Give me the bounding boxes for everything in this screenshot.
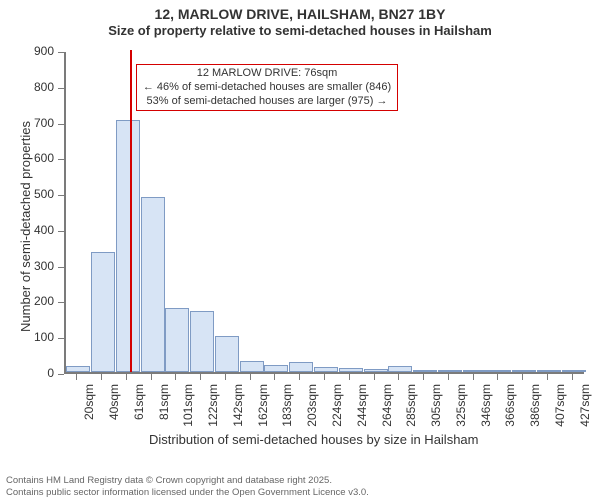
x-tick-mark <box>374 374 375 380</box>
chart-title-line1: 12, MARLOW DRIVE, HAILSHAM, BN27 1BY <box>0 6 600 23</box>
histogram-bar <box>165 308 189 372</box>
x-tick-mark <box>225 374 226 380</box>
histogram-bar <box>116 120 140 372</box>
histogram-bar <box>240 361 264 372</box>
x-tick-mark <box>76 374 77 380</box>
x-tick-label: 40sqm <box>107 384 121 444</box>
y-tick-mark <box>58 231 64 232</box>
y-axis-label: Number of semi-detached properties <box>18 121 33 332</box>
histogram-bar <box>413 370 437 372</box>
plot-area: 12 MARLOW DRIVE: 76sqm← 46% of semi-deta… <box>64 52 584 374</box>
property-marker-line <box>130 50 132 372</box>
histogram-bar <box>215 336 239 372</box>
x-tick-mark <box>572 374 573 380</box>
x-tick-mark <box>175 374 176 380</box>
y-tick-label: 100 <box>14 330 54 344</box>
x-tick-mark <box>126 374 127 380</box>
footer-attribution: Contains HM Land Registry data © Crown c… <box>6 475 369 498</box>
footer-line1: Contains HM Land Registry data © Crown c… <box>6 475 369 486</box>
histogram-bar <box>463 370 487 372</box>
x-tick-mark <box>299 374 300 380</box>
callout-line-1: 12 MARLOW DRIVE: 76sqm <box>141 67 393 81</box>
x-tick-mark <box>200 374 201 380</box>
x-tick-label: 20sqm <box>82 384 96 444</box>
x-tick-mark <box>448 374 449 380</box>
x-tick-label: 427sqm <box>578 384 592 444</box>
y-tick-label: 0 <box>14 366 54 380</box>
y-tick-mark <box>58 88 64 89</box>
x-tick-mark <box>101 374 102 380</box>
x-axis-label: Distribution of semi-detached houses by … <box>149 432 479 447</box>
x-tick-label: 61sqm <box>132 384 146 444</box>
x-tick-mark <box>398 374 399 380</box>
x-tick-mark <box>497 374 498 380</box>
histogram-bar <box>339 368 363 372</box>
histogram-bar <box>562 370 586 372</box>
x-tick-mark <box>349 374 350 380</box>
histogram-bar <box>314 367 338 372</box>
x-tick-label: 386sqm <box>528 384 542 444</box>
y-tick-mark <box>58 52 64 53</box>
y-tick-mark <box>58 267 64 268</box>
histogram-bar <box>289 362 313 372</box>
x-tick-mark <box>423 374 424 380</box>
callout-line-2: ← 46% of semi-detached houses are smalle… <box>141 81 393 95</box>
histogram-bar <box>537 370 561 372</box>
chart-container: 12 MARLOW DRIVE: 76sqm← 46% of semi-deta… <box>0 44 600 464</box>
callout-line-3: 53% of semi-detached houses are larger (… <box>141 95 393 109</box>
x-tick-mark <box>473 374 474 380</box>
x-tick-mark <box>250 374 251 380</box>
y-tick-mark <box>58 374 64 375</box>
histogram-bar <box>512 370 536 372</box>
y-tick-mark <box>58 302 64 303</box>
x-tick-mark <box>274 374 275 380</box>
x-tick-mark <box>324 374 325 380</box>
y-tick-mark <box>58 159 64 160</box>
y-tick-label: 900 <box>14 44 54 58</box>
histogram-bar <box>66 366 90 372</box>
x-tick-label: 366sqm <box>503 384 517 444</box>
histogram-bar <box>438 370 462 372</box>
footer-line2: Contains public sector information licen… <box>6 487 369 498</box>
x-tick-label: 346sqm <box>479 384 493 444</box>
x-tick-mark <box>522 374 523 380</box>
property-callout: 12 MARLOW DRIVE: 76sqm← 46% of semi-deta… <box>136 64 398 111</box>
histogram-bar <box>364 369 388 372</box>
histogram-bar <box>487 370 511 372</box>
x-tick-mark <box>151 374 152 380</box>
histogram-bar <box>141 197 165 372</box>
chart-title-line2: Size of property relative to semi-detach… <box>0 23 600 39</box>
chart-title-block: 12, MARLOW DRIVE, HAILSHAM, BN27 1BY Siz… <box>0 0 600 38</box>
histogram-bar <box>388 366 412 372</box>
histogram-bar <box>91 252 115 372</box>
y-tick-mark <box>58 195 64 196</box>
y-tick-mark <box>58 124 64 125</box>
y-tick-mark <box>58 338 64 339</box>
histogram-bar <box>190 311 214 372</box>
x-tick-label: 407sqm <box>553 384 567 444</box>
x-tick-mark <box>547 374 548 380</box>
histogram-bar <box>264 365 288 372</box>
y-tick-label: 800 <box>14 80 54 94</box>
